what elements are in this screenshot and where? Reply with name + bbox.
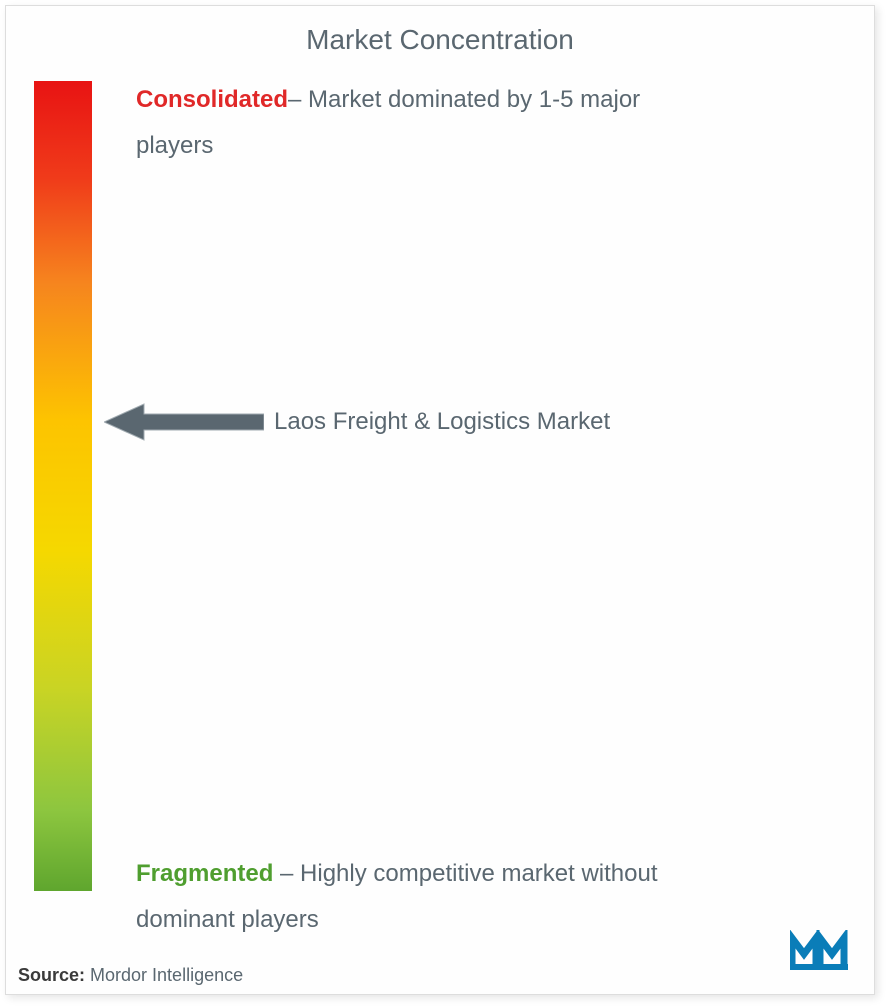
- source-label: Source:: [18, 965, 85, 985]
- source-text: Mordor Intelligence: [85, 965, 243, 985]
- consolidated-label: Consolidated: [136, 86, 288, 113]
- consolidated-text1: – Market dominated by 1-5 major: [288, 86, 640, 113]
- source-row: Source: Mordor Intelligence: [18, 965, 243, 986]
- fragmented-line1: Fragmented – Highly competitive market w…: [136, 860, 856, 888]
- consolidated-line2: players: [136, 132, 856, 160]
- fragmented-text1: – Highly competitive market without: [273, 860, 657, 887]
- left-arrow-icon: [104, 402, 264, 442]
- fragmented-line2: dominant players: [136, 906, 856, 934]
- market-indicator-row: Laos Freight & Logistics Market: [104, 402, 610, 442]
- mordor-logo-icon: [790, 930, 850, 970]
- page-title: Market Concentration: [6, 24, 874, 56]
- fragmented-block: Fragmented – Highly competitive market w…: [136, 860, 856, 934]
- concentration-gradient-bar: [34, 81, 92, 891]
- market-label: Laos Freight & Logistics Market: [274, 408, 610, 436]
- consolidated-line1: Consolidated– Market dominated by 1-5 ma…: [136, 86, 856, 114]
- infographic-container: Market Concentration Consolidated– Marke…: [5, 5, 875, 995]
- consolidated-block: Consolidated– Market dominated by 1-5 ma…: [136, 86, 856, 160]
- fragmented-label: Fragmented: [136, 860, 273, 887]
